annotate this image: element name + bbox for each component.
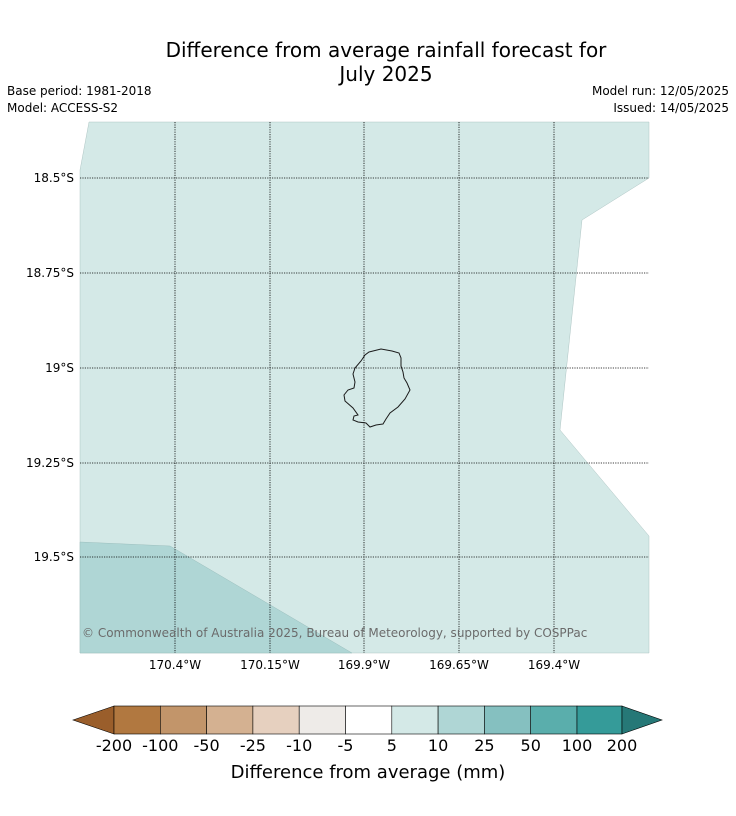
colorbar-bin	[160, 705, 207, 735]
rainfall-region-main	[79, 121, 650, 654]
colorbar-tick-label: 25	[474, 736, 494, 755]
colorbar-bin	[484, 705, 531, 735]
colorbar	[72, 705, 663, 735]
colorbar-title: Difference from average (mm)	[231, 762, 506, 783]
colorbar-tick-label: -50	[194, 736, 220, 755]
lon-label: 170.4°W	[149, 658, 201, 672]
colorbar-bin	[391, 705, 439, 735]
colorbar-bin	[576, 705, 623, 735]
lon-label: 169.65°W	[429, 658, 489, 672]
base-period-text: Base period: 1981-2018	[7, 84, 152, 98]
colorbar-tick-label: 50	[521, 736, 541, 755]
lat-label: 19.5°S	[34, 550, 74, 564]
lat-label: 18.75°S	[26, 266, 74, 280]
colorbar-tick-label: -200	[96, 736, 132, 755]
lat-label: 19.25°S	[26, 456, 74, 470]
colorbar-tick-label: 200	[607, 736, 638, 755]
colorbar-bin	[530, 705, 578, 735]
colorbar-bin	[252, 705, 300, 735]
meta-left: Base period: 1981-2018 Model: ACCESS-S2	[7, 83, 152, 117]
colorbar-bin	[437, 705, 485, 735]
colorbar-tick-label: 10	[428, 736, 448, 755]
model-run-text: Model run: 12/05/2025	[591, 84, 729, 98]
lat-label: 19°S	[45, 361, 74, 375]
map-title: Difference from average rainfall forecas…	[165, 38, 607, 86]
rainfall-region-lower-left	[79, 541, 353, 654]
colorbar-bin	[206, 705, 254, 735]
lat-label: 18.5°S	[34, 171, 74, 185]
colorbar-tick-label: 5	[387, 736, 397, 755]
colorbar-bin	[298, 705, 346, 735]
copyright-text: © Commonwealth of Australia 2025, Bureau…	[82, 626, 587, 640]
colorbar-extend-low	[72, 705, 115, 735]
meta-right: Model run: 12/05/2025 Issued: 14/05/2025	[592, 83, 729, 117]
colorbar-tick-label: -100	[142, 736, 178, 755]
colorbar-extend-high	[621, 705, 663, 735]
lon-label: 169.9°W	[338, 658, 390, 672]
colorbar-tick-label: -25	[240, 736, 266, 755]
colorbar-tick-label: 100	[562, 736, 593, 755]
lon-label: 170.15°W	[240, 658, 300, 672]
colorbar-bin	[345, 705, 393, 735]
colorbar-tick-label: -10	[286, 736, 312, 755]
model-text: Model: ACCESS-S2	[7, 101, 119, 115]
colorbar-bin	[113, 705, 161, 735]
map-panel: 18.5°S 18.75°S 19°S 19.25°S 19.5°S 170.4…	[26, 121, 650, 672]
lon-label: 169.4°W	[528, 658, 580, 672]
issued-text: Issued: 14/05/2025	[613, 101, 729, 115]
colorbar-tick-label: -5	[338, 736, 354, 755]
graticule	[80, 122, 649, 653]
